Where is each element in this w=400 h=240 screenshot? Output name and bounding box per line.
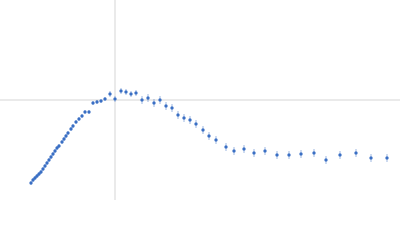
point <box>152 101 156 105</box>
point <box>119 89 123 93</box>
point <box>49 155 53 159</box>
point <box>263 149 267 153</box>
point <box>299 152 303 156</box>
chart <box>0 0 400 200</box>
point <box>60 140 64 144</box>
point <box>287 153 291 157</box>
point <box>194 122 198 126</box>
point <box>57 144 61 148</box>
point <box>170 106 174 110</box>
point <box>312 151 316 155</box>
point <box>129 92 133 96</box>
point <box>74 120 78 124</box>
point <box>354 151 358 155</box>
point <box>188 118 192 122</box>
point <box>53 149 57 153</box>
point <box>83 110 87 114</box>
point <box>47 158 51 162</box>
point <box>41 167 45 171</box>
point <box>95 100 99 104</box>
point <box>275 153 279 157</box>
point <box>113 97 117 101</box>
point <box>224 145 228 149</box>
point <box>43 164 47 168</box>
point <box>51 152 55 156</box>
point <box>242 147 246 151</box>
point <box>232 149 236 153</box>
point <box>182 116 186 120</box>
point <box>62 137 66 141</box>
point <box>45 161 49 165</box>
point <box>37 172 41 176</box>
point <box>369 156 373 160</box>
point <box>385 156 389 160</box>
point <box>80 114 84 118</box>
point <box>207 134 211 138</box>
point <box>158 98 162 102</box>
point <box>69 127 73 131</box>
point <box>324 158 328 162</box>
point <box>91 101 95 105</box>
point <box>134 91 138 95</box>
point <box>164 104 168 108</box>
point <box>71 124 75 128</box>
point <box>66 131 70 135</box>
point <box>214 138 218 142</box>
point <box>99 99 103 103</box>
point <box>108 92 112 96</box>
point <box>29 181 33 185</box>
point <box>87 110 91 114</box>
point <box>64 134 68 138</box>
point <box>39 170 43 174</box>
point <box>35 174 39 178</box>
point <box>146 96 150 100</box>
point <box>33 176 37 180</box>
point <box>338 153 342 157</box>
point <box>55 146 59 150</box>
point <box>201 128 205 132</box>
point <box>176 113 180 117</box>
point <box>140 98 144 102</box>
point <box>252 151 256 155</box>
point <box>124 90 128 94</box>
point <box>77 117 81 121</box>
point <box>103 97 107 101</box>
point <box>31 178 35 182</box>
